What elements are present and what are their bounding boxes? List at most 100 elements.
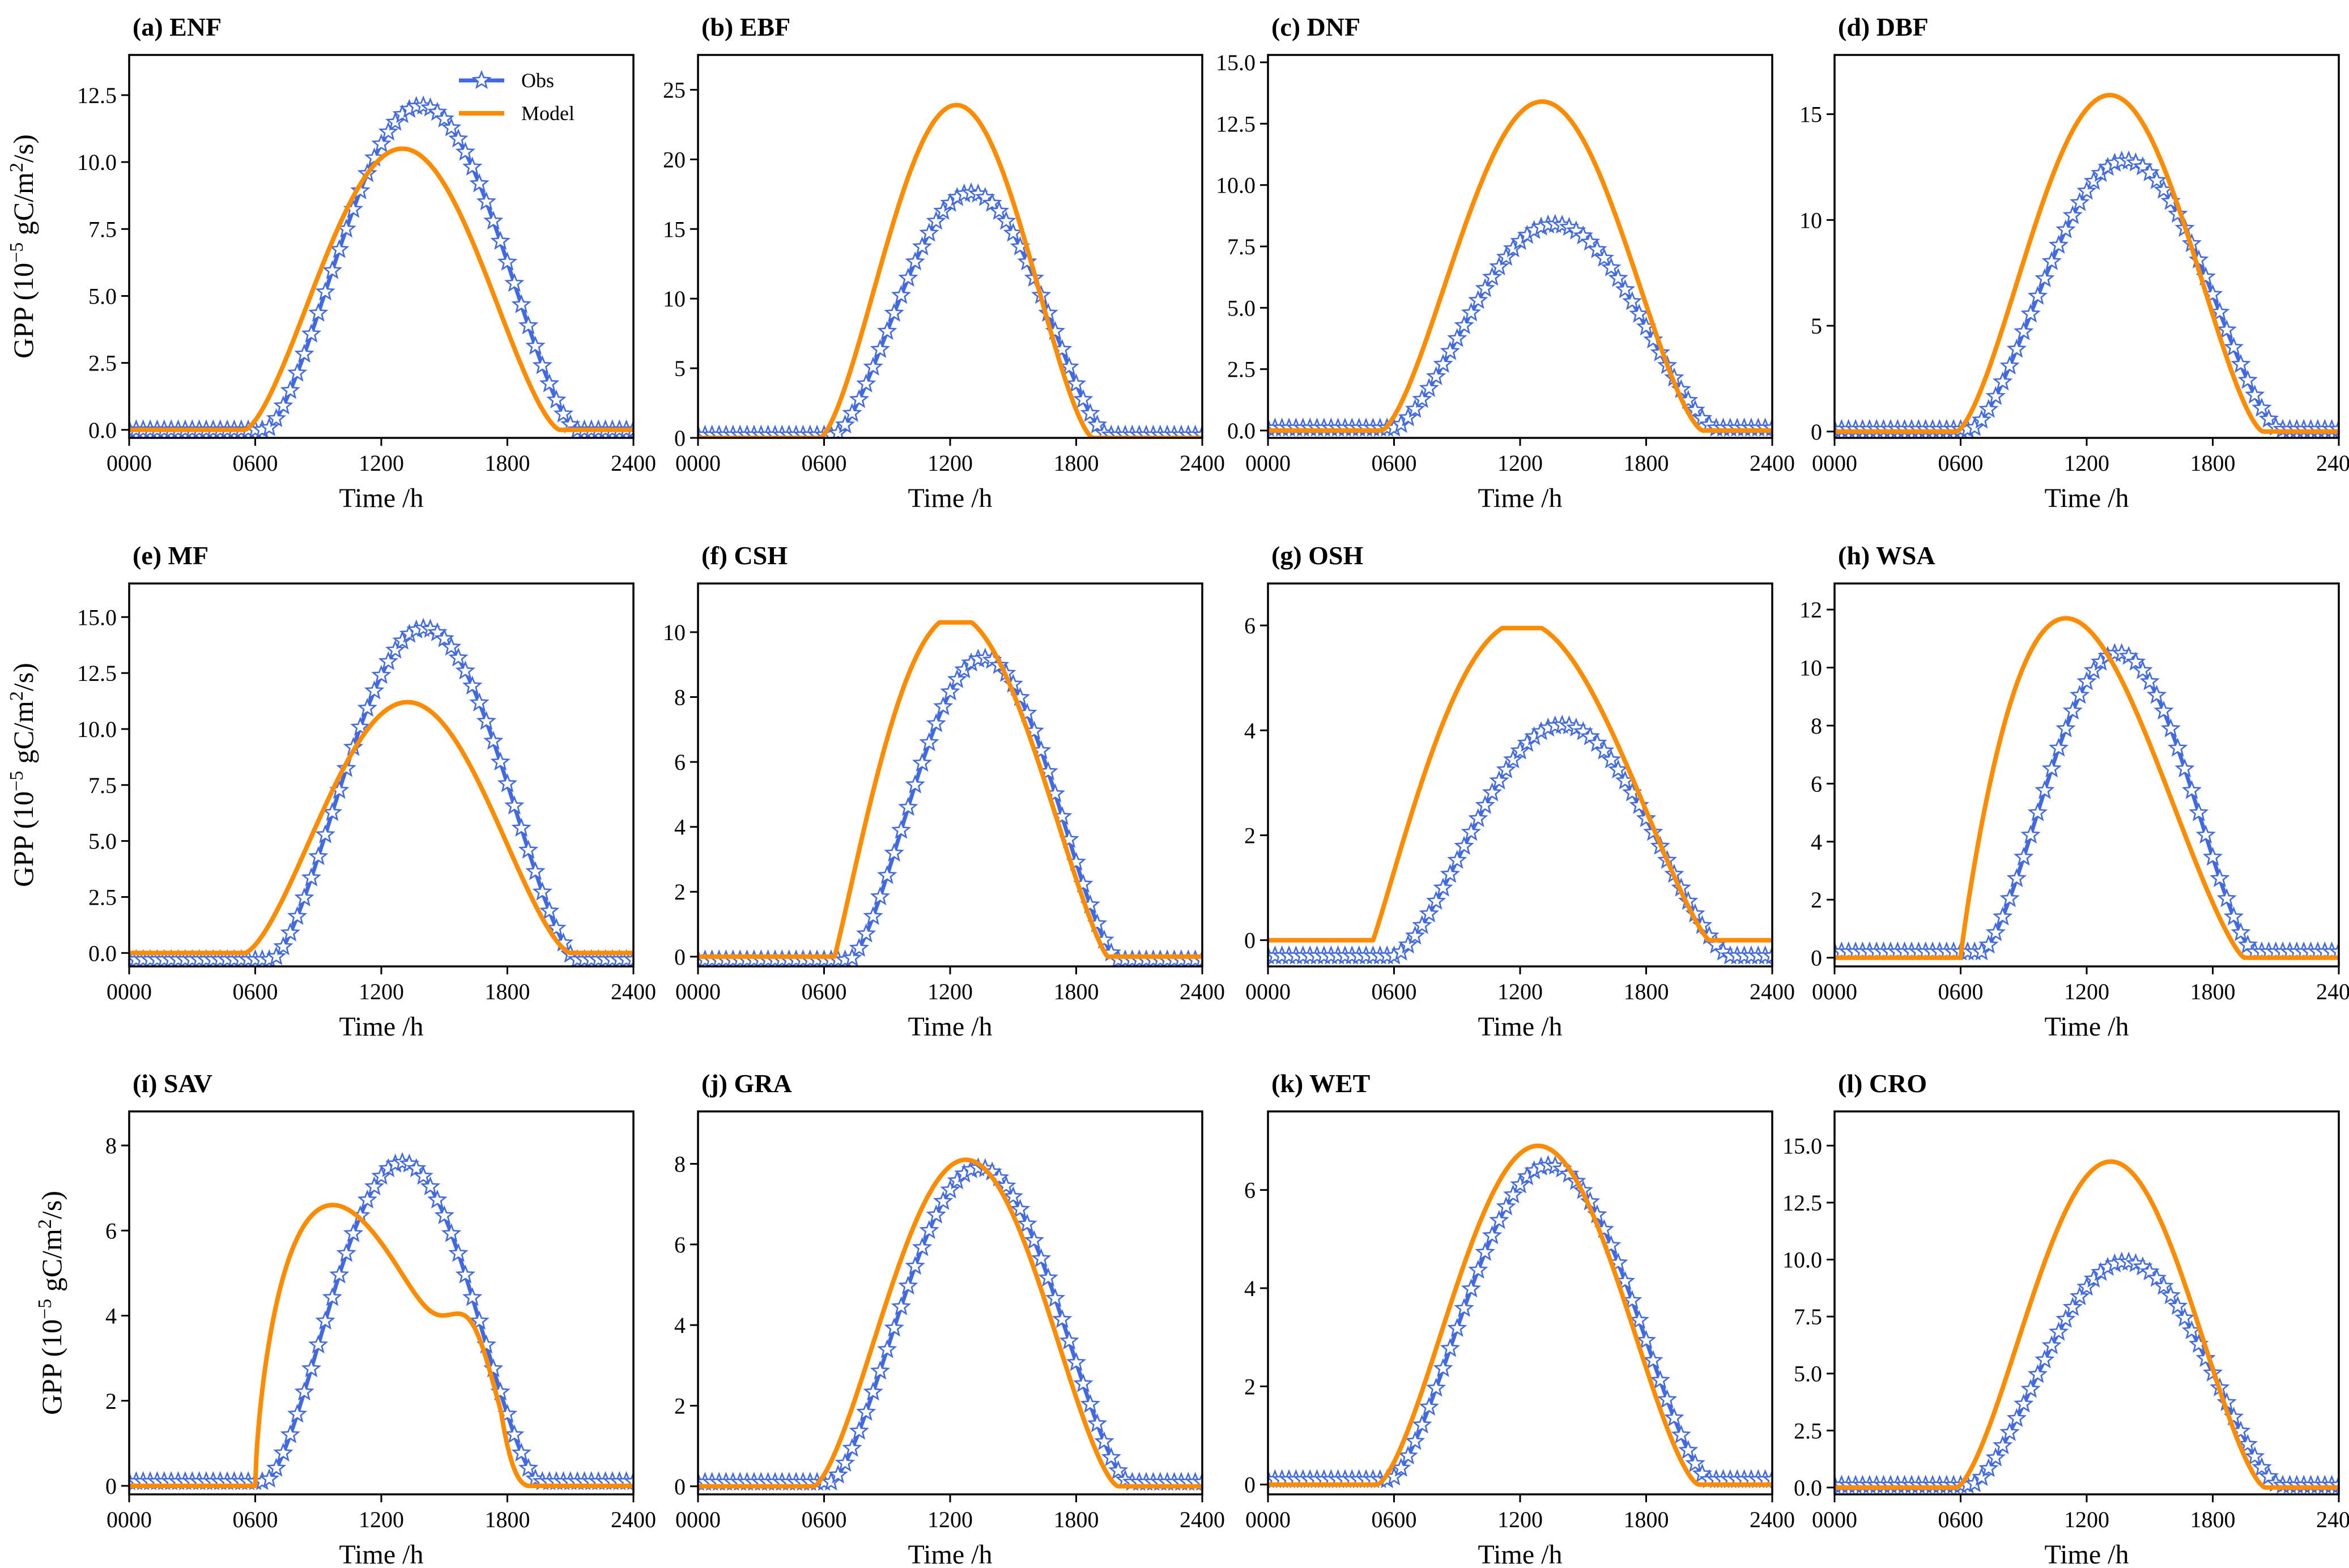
obs-marker <box>1398 1445 1418 1465</box>
obs-marker <box>469 692 490 711</box>
panel-title: (g) OSH <box>1271 541 1364 570</box>
obs-marker <box>989 201 1010 220</box>
obs-marker <box>1496 1196 1516 1216</box>
obs-marker <box>891 820 912 839</box>
y-tick-label: 2 <box>674 879 686 905</box>
obs-marker <box>947 669 968 688</box>
legend-obs-label: Obs <box>521 69 554 92</box>
y-tick-label: 6 <box>674 1232 686 1258</box>
obs-marker <box>322 802 343 821</box>
obs-marker <box>1087 414 1108 434</box>
x-tick-label: 1200 <box>2064 979 2109 1004</box>
obs-marker <box>462 156 483 176</box>
x-tick-label: 0000 <box>675 979 721 1004</box>
obs-marker <box>1475 278 1495 297</box>
obs-marker <box>2027 1364 2048 1383</box>
obs-marker <box>1993 1435 2013 1455</box>
obs-marker <box>1971 409 1992 429</box>
obs-marker <box>1608 267 1628 287</box>
obs-marker <box>926 713 946 732</box>
x-tick-label: 0000 <box>1812 979 1857 1004</box>
obs-marker <box>301 867 322 887</box>
obs-marker <box>448 128 469 148</box>
obs-marker <box>504 1424 525 1443</box>
obs-marker <box>1650 1370 1670 1389</box>
obs-marker <box>1503 1184 1524 1204</box>
x-tick-label: 0000 <box>107 979 152 1004</box>
x-tick-label: 0000 <box>1245 1507 1291 1532</box>
y-label-exponent: −5 <box>6 771 27 791</box>
obs-marker <box>1391 1458 1411 1477</box>
obs-marker <box>1398 407 1418 427</box>
obs-marker <box>1419 1396 1439 1416</box>
obs-marker <box>273 395 293 415</box>
obs-marker <box>996 1175 1016 1195</box>
obs-marker <box>1433 353 1453 373</box>
obs-marker <box>1419 378 1439 397</box>
obs-marker <box>2223 336 2244 356</box>
obs-marker <box>1426 1378 1446 1397</box>
obs-marker <box>287 906 308 925</box>
x-tick-label: 1200 <box>927 450 973 476</box>
obs-marker <box>2168 203 2188 223</box>
model-line <box>1268 1143 1772 1487</box>
obs-marker <box>553 403 574 423</box>
y-tick-label: 25 <box>663 77 686 103</box>
obs-marker <box>1643 1350 1663 1369</box>
model-line <box>129 1203 633 1488</box>
obs-marker <box>2146 1268 2167 1287</box>
y-label-part: /s) <box>7 663 39 691</box>
obs-marker <box>1405 1430 1425 1450</box>
obs-marker <box>434 108 454 128</box>
panel-i-sav: (i) SAV 0000 0600 1200 1800 2400 0 2 4 6 8 Time /h G… <box>35 1069 657 1568</box>
obs-marker <box>1440 341 1461 360</box>
obs-marker <box>476 191 497 211</box>
y-tick-label: 2.5 <box>1227 357 1256 382</box>
x-tick-label: 1200 <box>927 979 973 1004</box>
obs-marker <box>287 1403 308 1423</box>
obs-marker <box>2223 906 2244 926</box>
y-tick-label: 15 <box>663 216 686 242</box>
obs-marker <box>2020 824 2041 844</box>
obs-marker <box>441 117 462 137</box>
obs-marker <box>350 717 371 736</box>
obs-marker <box>462 1287 483 1306</box>
axes-frame <box>1833 582 2340 968</box>
x-axis-label: Time /h <box>339 1012 424 1042</box>
panel-g-osh: (g) OSH 0000 0600 1200 1800 2400 0 2 4 6 Time /h <box>1244 541 1795 1042</box>
panel-c-dnf: (c) DNF 0000 0600 1200 1800 2400 0.0 2.5 5.0 7.5 1… <box>1216 12 1795 513</box>
obs-marker <box>2056 219 2076 238</box>
obs-marker <box>483 210 504 230</box>
y-label-exponent: −5 <box>35 1299 56 1319</box>
obs-marker <box>1685 399 1705 419</box>
obs-marker <box>2056 718 2076 738</box>
obs-marker <box>1405 399 1425 418</box>
panel-h-wsa: (h) WSA 0000 0600 1200 1800 2400 0 2 4 6 8 10 12 Time… <box>1799 541 2349 1042</box>
obs-marker <box>490 751 510 771</box>
obs-marker <box>2139 162 2160 181</box>
obs-marker <box>2216 888 2237 907</box>
obs-marker <box>1440 1337 1461 1357</box>
x-tick-label: 2400 <box>611 979 656 1004</box>
y-tick-label: 2.5 <box>88 884 117 910</box>
obs-marker <box>329 239 350 258</box>
x-tick-label: 0000 <box>1812 450 1857 476</box>
obs-marker <box>1024 1230 1044 1250</box>
obs-marker <box>469 1310 490 1330</box>
obs-marker <box>2329 941 2339 961</box>
y-tick-label: 0 <box>1811 945 1822 971</box>
obs-marker <box>308 1334 329 1354</box>
y-tick-label: 7.5 <box>1227 234 1256 259</box>
obs-marker <box>266 408 287 428</box>
y-label-part: /s) <box>36 1191 67 1219</box>
obs-marker <box>497 252 518 271</box>
x-axis-label: Time /h <box>1478 1012 1563 1042</box>
x-tick-label: 0000 <box>1245 450 1291 476</box>
obs-marker <box>518 1458 539 1477</box>
obs-marker <box>1059 1330 1079 1350</box>
obs-marker <box>455 1264 475 1284</box>
obs-marker <box>385 640 406 659</box>
obs-marker <box>1447 328 1467 347</box>
y-tick-label: 6 <box>1811 771 1822 796</box>
obs-marker <box>413 1165 433 1185</box>
